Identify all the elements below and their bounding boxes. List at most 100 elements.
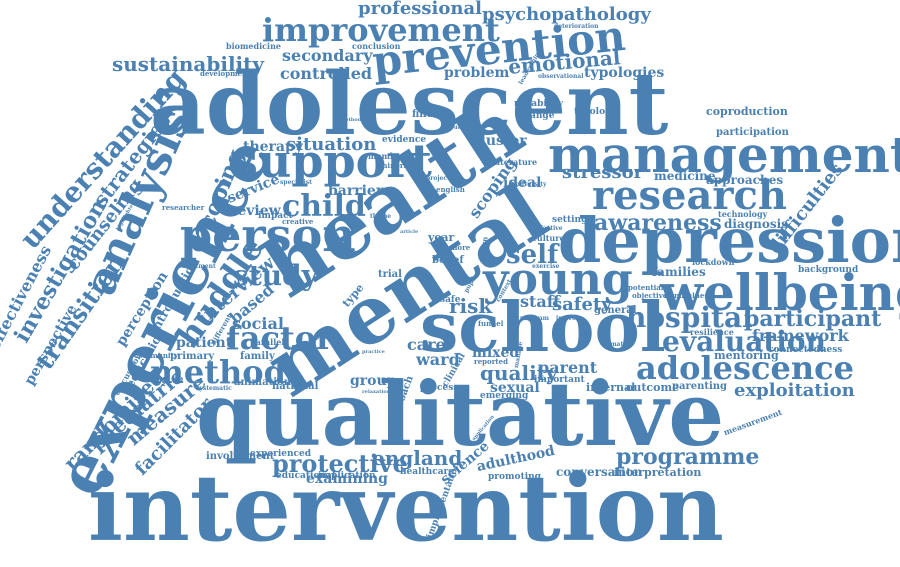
word-observational: observational xyxy=(538,73,584,80)
word-safety: safety xyxy=(552,294,612,315)
word-self: self xyxy=(506,240,559,270)
word-diagnosis: diagnosis xyxy=(724,217,788,231)
word-family: family xyxy=(240,351,275,362)
word-cluster: cluster xyxy=(472,133,527,149)
word-conclusion: conclusion xyxy=(352,41,401,51)
word-management: management xyxy=(548,125,900,184)
word-exploitation: exploitation xyxy=(734,380,855,401)
word-general: general xyxy=(594,305,637,316)
word-more: more xyxy=(450,243,471,252)
word-measurement: measurement xyxy=(722,406,784,438)
word-impact: impact xyxy=(258,211,293,221)
word-stressor: stressor xyxy=(562,162,644,183)
word-objective: objective xyxy=(632,291,668,300)
word-sexual: sexual xyxy=(490,380,540,396)
word-lockdown: lockdown xyxy=(692,257,735,267)
word-deterioration: deterioration xyxy=(554,23,599,30)
word-technology: technology xyxy=(718,209,768,219)
word-parent: parent xyxy=(538,358,598,377)
word-implication: implication xyxy=(318,471,376,481)
word-belief: belief xyxy=(432,255,464,266)
word-change: change xyxy=(518,111,555,121)
word-medicine: medicine xyxy=(654,169,716,183)
word-barrier: barrier xyxy=(328,183,384,199)
word-typology: typology xyxy=(574,107,617,117)
word-improve: improve xyxy=(556,315,584,322)
word-referral: referral xyxy=(288,345,314,352)
word-exercise: exercise xyxy=(532,263,560,270)
word-culture: culture xyxy=(532,233,565,243)
word-treatment: treatment xyxy=(182,263,216,270)
word-problem: problem xyxy=(444,65,510,81)
word-animation: animation xyxy=(234,377,291,388)
word-adolescent: adolescent xyxy=(150,54,669,155)
word-ideal: ideal xyxy=(503,175,542,191)
word-emerging: emerging xyxy=(480,391,529,401)
word-primary: primary xyxy=(170,351,215,362)
word-resilience: resilience xyxy=(690,327,734,337)
word-reliability: reliability xyxy=(514,99,564,109)
word-practice: practice xyxy=(362,349,385,355)
word-framework: framework xyxy=(752,326,849,345)
word-climate: climate xyxy=(602,341,628,348)
word-mixed: mixed xyxy=(472,345,520,361)
word-review: review xyxy=(230,203,281,219)
word-young: young xyxy=(483,254,633,305)
word-involvement: involvement xyxy=(206,451,275,462)
word-approaches: approaches xyxy=(706,173,784,187)
word-interpretation: interpretation xyxy=(614,466,702,479)
word-wellbeing: wellbeing xyxy=(660,263,900,322)
word-trial: trial xyxy=(378,269,402,280)
word-method: method xyxy=(150,353,286,391)
word-article: article xyxy=(400,229,419,235)
word-systematic: systematic xyxy=(196,385,232,392)
word-examining: examining xyxy=(306,471,388,487)
word-group: group xyxy=(350,373,397,389)
word-biomedicine: biomedicine xyxy=(226,41,281,51)
word-staff: staff xyxy=(520,292,560,311)
word-intervention: intervention xyxy=(88,454,724,562)
word-evidence: evidence xyxy=(382,135,427,145)
word-finding: finding xyxy=(412,109,452,120)
word-patient: patient xyxy=(176,335,233,351)
word-mindfulness: mindfulness xyxy=(664,291,713,300)
word-evaluation: evaluation xyxy=(662,325,826,358)
word-ward: ward xyxy=(416,350,460,369)
word-safe: safe xyxy=(440,295,461,305)
word-sustainability: sustainability xyxy=(112,52,264,76)
word-parallel: parallel xyxy=(250,337,285,347)
word-qualitative: qualitative xyxy=(196,362,725,466)
word-coproduction: coproduction xyxy=(706,105,788,118)
word-therapy: therapy xyxy=(243,139,303,155)
word-psychopathology: psychopathology xyxy=(482,4,651,25)
word-mentoring: mentoring xyxy=(714,349,779,362)
word-participation: participation xyxy=(716,127,789,138)
word-project: project xyxy=(426,175,450,182)
word-study: study xyxy=(233,259,318,292)
word-families: families xyxy=(652,265,706,279)
word-potential: potential xyxy=(628,283,664,292)
word-processes: processes xyxy=(420,383,470,393)
word-school: school xyxy=(420,288,666,368)
word-promoting: promoting xyxy=(488,472,541,482)
word-creative: creative xyxy=(282,217,314,226)
word-adolescence: adolescence xyxy=(636,349,854,387)
word-awareness: awareness xyxy=(594,210,722,236)
word-depression: depression xyxy=(558,204,900,277)
word-methodology: methodology xyxy=(340,117,377,123)
word-controlled: controlled xyxy=(280,64,373,83)
word-outcome: outcome xyxy=(626,381,680,394)
word-conversation: conversation xyxy=(556,465,643,479)
word-experienced: experienced xyxy=(250,449,312,459)
word-secondary: secondary xyxy=(282,46,373,65)
word-background: background xyxy=(798,265,859,275)
word-risk: risk xyxy=(449,294,493,318)
word-minority: minority xyxy=(380,161,414,170)
word-reported: reported xyxy=(474,357,508,366)
word-person: person xyxy=(180,208,356,262)
word-member: member xyxy=(368,151,405,161)
word-support: support xyxy=(232,134,432,188)
word-researcher: researcher xyxy=(162,203,205,212)
word-internal: internal xyxy=(586,381,636,394)
